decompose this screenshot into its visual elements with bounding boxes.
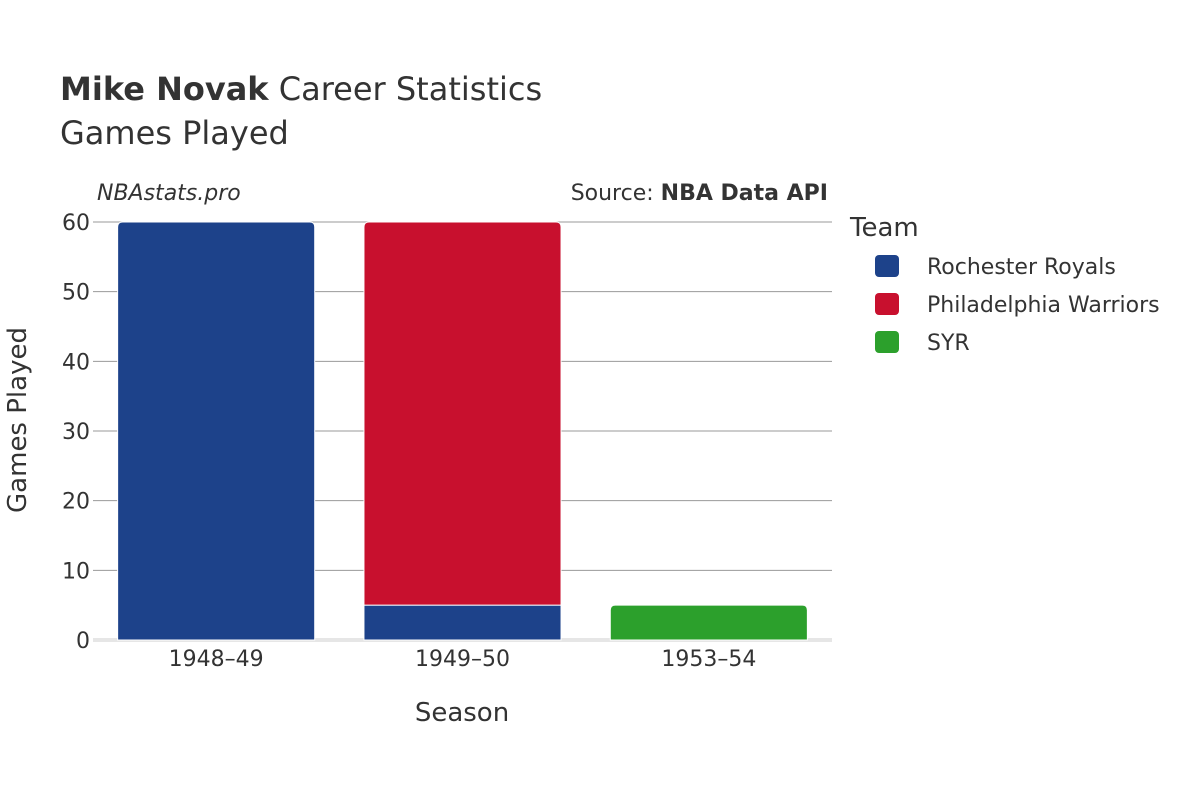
source-label: Source: NBA Data API (571, 181, 828, 206)
x-tick-label: 1948–49 (169, 647, 264, 672)
x-tick-label: 1949–50 (415, 647, 510, 672)
legend: Rochester Royals Philadelphia Warriors SYR (875, 255, 1160, 356)
legend-swatch (875, 293, 899, 315)
y-tick-label: 30 (62, 420, 90, 445)
legend-title: Team (849, 213, 919, 243)
y-tick-label: 0 (76, 629, 90, 654)
legend-label: Philadelphia Warriors (927, 293, 1160, 318)
chart-title: Mike Novak Career Statistics (60, 70, 542, 108)
source-name: NBA Data API (661, 181, 828, 206)
x-tick-label: 1953–54 (661, 647, 756, 672)
legend-swatch (875, 255, 899, 277)
y-axis-title: Games Played (3, 327, 33, 513)
chart-title-bold: Mike Novak (60, 70, 269, 108)
x-tick-labels: 1948–49 1949–50 1953–54 (169, 647, 757, 672)
chart-title-rest: Career Statistics (269, 70, 543, 108)
bar-segment (363, 604, 562, 641)
legend-label: SYR (927, 331, 970, 356)
y-tick-label: 60 (62, 211, 90, 236)
x-axis-title: Season (415, 698, 509, 728)
bar-segment (609, 604, 808, 641)
y-tick-label: 50 (62, 281, 90, 306)
legend-label: Rochester Royals (927, 255, 1116, 280)
bar-segment (117, 221, 316, 641)
y-tick-label: 40 (62, 350, 90, 375)
chart-subtitle: Games Played (60, 114, 289, 152)
source-prefix: Source: (571, 181, 661, 206)
bars (117, 221, 808, 641)
legend-swatch (875, 331, 899, 353)
y-tick-label: 20 (62, 490, 90, 515)
bar-segment (363, 221, 562, 606)
y-tick-label: 10 (62, 559, 90, 584)
y-tick-labels: 0 10 20 30 40 50 60 (62, 211, 90, 654)
watermark: NBAstats.pro (97, 181, 241, 206)
